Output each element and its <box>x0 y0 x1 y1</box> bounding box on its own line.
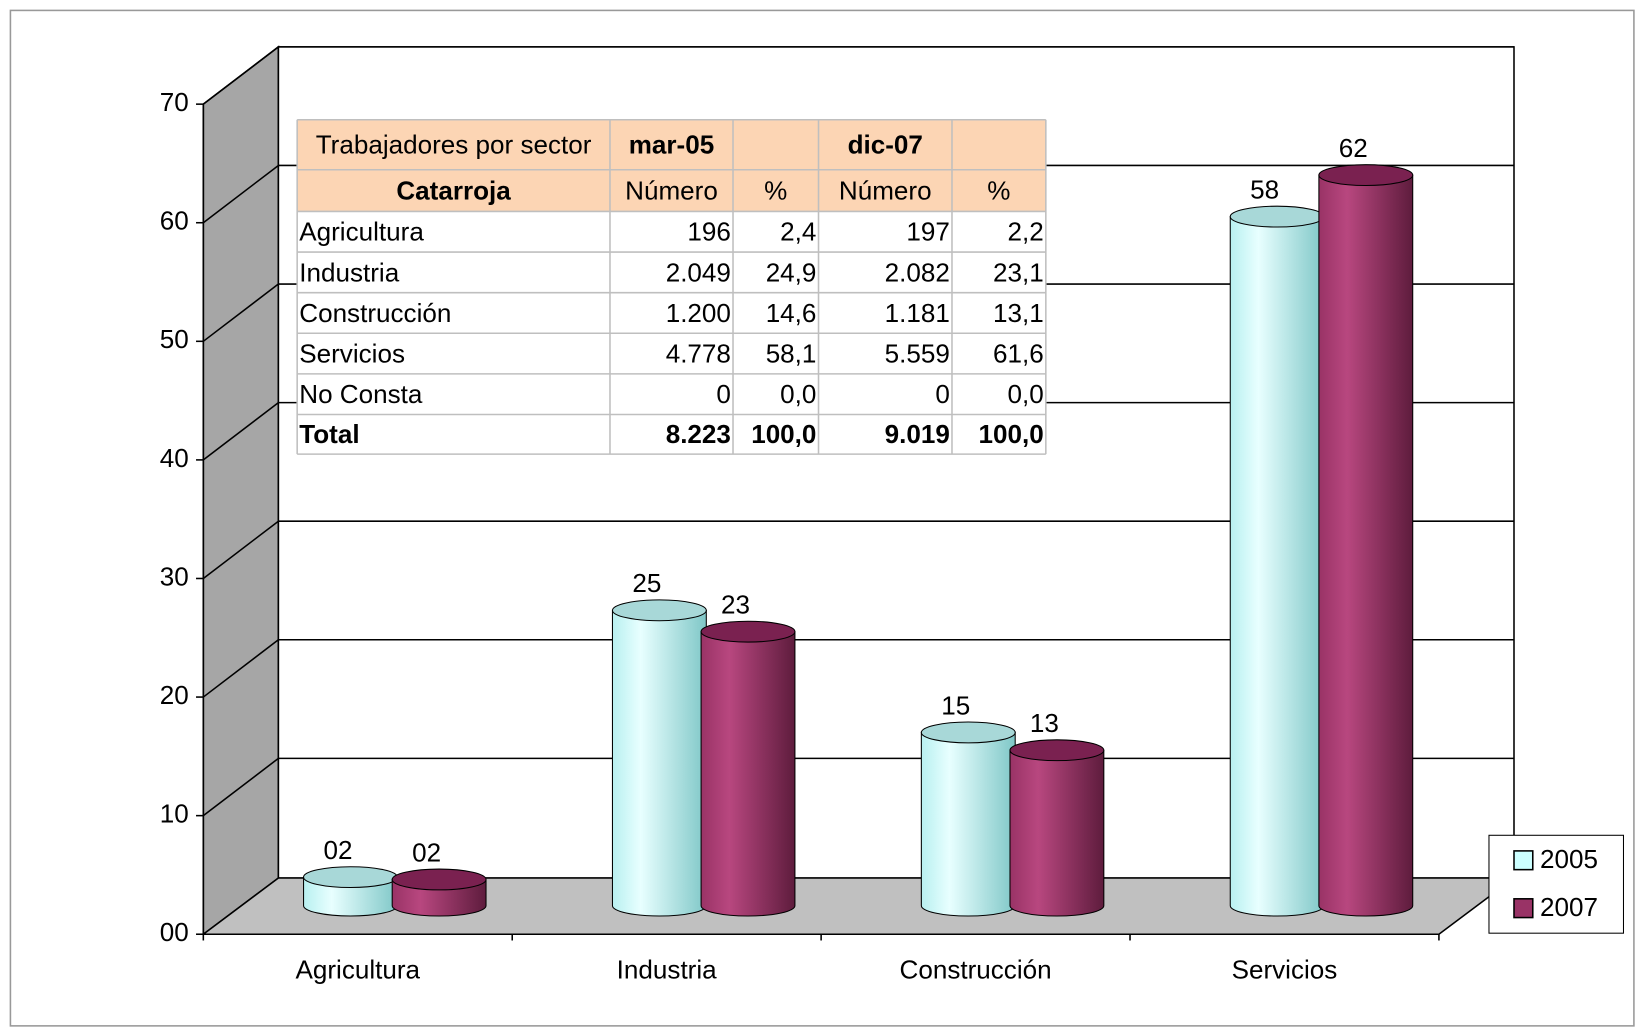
table-cell: 197 <box>906 217 949 247</box>
cylinder-top <box>1009 739 1105 762</box>
x-tick-label: Agricultura <box>295 955 420 985</box>
bar <box>700 620 796 917</box>
grid-line <box>202 639 279 698</box>
value-label: 02 <box>412 837 441 867</box>
table-cell: 8.223 <box>666 419 731 449</box>
legend-label: 2005 <box>1540 844 1598 874</box>
table-cell: Servicios <box>299 339 405 369</box>
x-tick-label: Construcción <box>900 955 1052 985</box>
table-cell: 24,9 <box>766 257 817 287</box>
cylinder-top <box>391 868 487 891</box>
value-label: 25 <box>632 568 661 598</box>
cylinder-top <box>611 599 707 622</box>
table-cell: Agricultura <box>299 217 424 247</box>
table-cell: 0,0 <box>780 379 816 409</box>
table-subheader: Catarroja <box>396 176 511 206</box>
bar <box>611 599 707 917</box>
bar <box>920 721 1016 917</box>
y-tick-label: 60 <box>160 206 189 236</box>
table-cell: 1.181 <box>885 298 950 328</box>
value-label: 62 <box>1339 133 1368 163</box>
y-tick-label: 20 <box>160 680 189 710</box>
table-subheader: % <box>764 176 787 206</box>
cylinder-body <box>700 631 796 917</box>
table-cell: 100,0 <box>979 419 1044 449</box>
cylinder-body <box>1009 749 1105 917</box>
cylinder-top <box>920 721 1016 744</box>
table-cell: 14,6 <box>766 298 817 328</box>
table-cell: 13,1 <box>993 298 1044 328</box>
grid-line <box>202 757 279 817</box>
bar <box>1318 164 1414 917</box>
table-subheader: Número <box>625 176 718 206</box>
legend-box <box>1488 834 1625 934</box>
value-label: 23 <box>721 590 750 620</box>
legend-swatch <box>1513 898 1534 919</box>
cylinder-body <box>1318 174 1414 917</box>
table-cell: 2,4 <box>780 217 816 247</box>
table-subheader: % <box>987 176 1010 206</box>
table-cell: 196 <box>687 217 730 247</box>
table-cell: 0 <box>716 379 731 409</box>
table-cell: Construcción <box>299 298 451 328</box>
table-cell: 100,0 <box>751 419 816 449</box>
y-tick-label: 70 <box>160 87 189 117</box>
value-label: 13 <box>1030 708 1059 738</box>
y-tick-label: 40 <box>160 443 189 473</box>
bar <box>303 866 398 917</box>
x-tick-label: Industria <box>617 955 717 985</box>
table-subheader: Número <box>839 176 932 206</box>
table-cell: 0 <box>935 379 950 409</box>
table-cell: 23,1 <box>993 257 1044 287</box>
cylinder-top <box>700 620 796 643</box>
bar <box>391 868 487 917</box>
cylinder-body <box>1229 216 1325 917</box>
grid-line <box>202 283 279 342</box>
cylinder-body <box>920 731 1016 917</box>
table-cell: 5.559 <box>885 339 950 369</box>
table-cell: 1.200 <box>666 298 731 328</box>
grid-line <box>202 164 279 224</box>
grid-line <box>202 520 279 580</box>
cylinder-top <box>1229 205 1325 228</box>
x-tick-label: Servicios <box>1232 955 1338 985</box>
table-period: dic-07 <box>848 130 923 160</box>
y-tick-label: 30 <box>160 561 189 591</box>
table-header-bg <box>297 119 1046 212</box>
table-cell: Industria <box>299 257 399 287</box>
table-cell: No Consta <box>299 379 423 409</box>
legend: 2005 2007 <box>1488 834 1625 934</box>
value-label: 58 <box>1250 175 1279 205</box>
bar <box>1009 739 1105 917</box>
table-cell: 58,1 <box>766 339 817 369</box>
cylinder-top <box>1318 164 1414 187</box>
legend-label: 2007 <box>1540 892 1598 922</box>
value-label: 15 <box>941 690 970 720</box>
y-tick-label: 00 <box>160 917 189 947</box>
bar <box>1229 205 1325 917</box>
data-table: Trabajadores por sector mar-05 dic-07 Catar… <box>296 118 1047 455</box>
y-tick-label: 10 <box>160 799 189 829</box>
table-cell: 0,0 <box>1008 379 1044 409</box>
table-period: mar-05 <box>629 130 714 160</box>
table-cell: 9.019 <box>885 419 950 449</box>
side-wall <box>202 45 280 936</box>
cylinder-top <box>303 866 398 889</box>
table-cell: 2.049 <box>666 257 731 287</box>
table-cell: 4.778 <box>666 339 731 369</box>
table-cell: 2,2 <box>1008 217 1044 247</box>
table-cell: Total <box>299 419 359 449</box>
cylinder-body <box>611 609 707 917</box>
grid-line <box>202 401 279 461</box>
table-cell: 2.082 <box>885 257 950 287</box>
legend-swatch <box>1513 850 1534 871</box>
table-title: Trabajadores por sector <box>316 130 592 160</box>
y-tick-label: 50 <box>160 324 189 354</box>
grid-line <box>202 46 279 105</box>
table-cell: 61,6 <box>993 339 1044 369</box>
value-label: 02 <box>323 835 352 865</box>
